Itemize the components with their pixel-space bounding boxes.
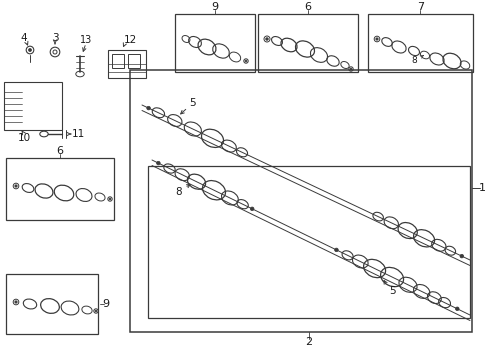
Text: 8: 8 xyxy=(410,55,416,64)
Text: 1: 1 xyxy=(478,183,485,193)
Text: 10: 10 xyxy=(18,133,31,143)
Circle shape xyxy=(459,254,463,258)
Circle shape xyxy=(244,60,246,62)
Bar xyxy=(4,82,62,130)
Circle shape xyxy=(265,38,268,40)
Bar xyxy=(6,158,114,220)
Text: 7: 7 xyxy=(416,2,423,12)
Circle shape xyxy=(28,49,31,51)
Text: 4: 4 xyxy=(20,33,27,43)
Text: 13: 13 xyxy=(80,35,92,45)
Circle shape xyxy=(109,198,111,200)
Circle shape xyxy=(156,161,160,165)
Text: 3: 3 xyxy=(52,33,58,43)
Text: 5: 5 xyxy=(388,286,395,296)
Text: 8: 8 xyxy=(175,187,182,197)
Circle shape xyxy=(146,106,150,110)
Text: 9: 9 xyxy=(102,299,109,309)
Bar xyxy=(6,274,98,334)
Text: 6: 6 xyxy=(304,2,311,12)
Bar xyxy=(175,14,254,72)
Bar xyxy=(112,54,124,68)
Circle shape xyxy=(15,185,17,187)
Bar xyxy=(128,54,140,68)
Circle shape xyxy=(250,207,253,211)
Bar xyxy=(148,166,469,318)
Circle shape xyxy=(334,248,338,252)
Text: 12: 12 xyxy=(123,35,136,45)
Text: 6: 6 xyxy=(57,146,63,156)
Circle shape xyxy=(375,38,377,40)
Circle shape xyxy=(95,310,97,312)
Text: 2: 2 xyxy=(305,337,312,347)
Circle shape xyxy=(349,68,351,70)
Text: 5: 5 xyxy=(189,98,196,108)
Circle shape xyxy=(454,307,458,311)
Text: 11: 11 xyxy=(71,129,84,139)
Circle shape xyxy=(15,301,17,303)
Text: 9: 9 xyxy=(211,2,218,12)
Bar xyxy=(258,14,357,72)
Bar xyxy=(108,50,146,78)
Bar xyxy=(130,70,471,332)
Bar xyxy=(367,14,472,72)
